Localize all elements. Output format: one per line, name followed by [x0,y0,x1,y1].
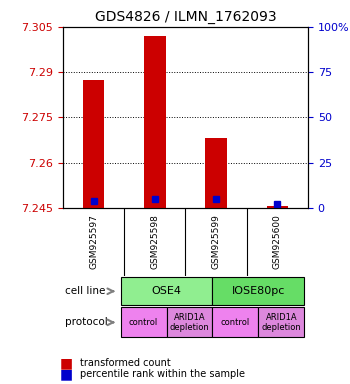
Text: ■: ■ [60,367,73,381]
Bar [212,277,304,305]
Bar [144,36,166,208]
Bar [83,79,104,208]
Bar [212,308,258,337]
Text: transformed count: transformed count [80,358,171,368]
Text: ARID1A
depletion: ARID1A depletion [261,313,301,332]
Text: ■: ■ [60,356,73,370]
Bar [205,139,227,208]
Bar [258,308,304,337]
Title: GDS4826 / ILMN_1762093: GDS4826 / ILMN_1762093 [95,10,276,25]
Text: GSM925598: GSM925598 [150,214,159,269]
Text: GSM925600: GSM925600 [273,214,282,269]
Text: control: control [129,318,158,327]
Text: control: control [221,318,250,327]
Bar [120,277,212,305]
Text: protocol: protocol [65,317,108,328]
Text: GSM925599: GSM925599 [212,214,220,269]
Bar [267,206,288,208]
Bar [120,308,167,337]
Text: GSM925597: GSM925597 [89,214,98,269]
Text: cell line: cell line [65,286,106,296]
Text: percentile rank within the sample: percentile rank within the sample [80,369,245,379]
Text: ARID1A
depletion: ARID1A depletion [170,313,209,332]
Text: OSE4: OSE4 [152,286,182,296]
Bar [167,308,212,337]
Text: IOSE80pc: IOSE80pc [232,286,285,296]
